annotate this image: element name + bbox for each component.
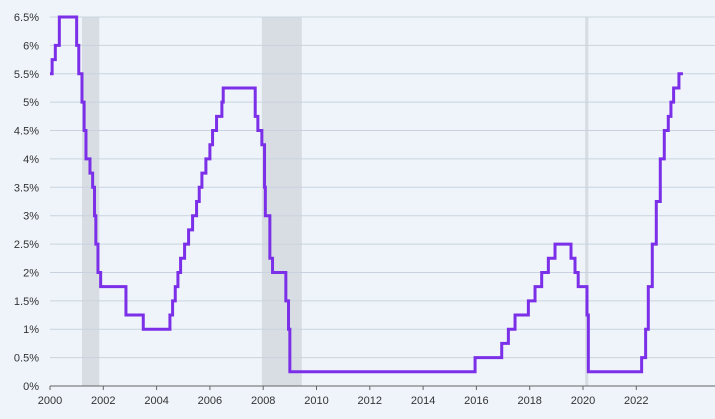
y-tick-label: 0% xyxy=(23,381,39,393)
x-tick-label: 2000 xyxy=(38,395,62,407)
y-tick-label: 4.5% xyxy=(14,126,39,138)
y-tick-label: 4% xyxy=(23,154,39,166)
recession-band xyxy=(81,17,100,386)
x-tick-label: 2012 xyxy=(358,395,382,407)
x-tick-label: 2004 xyxy=(144,395,168,407)
y-axis: 0% 0.5% 1% 1.5% 2% 2.5% 3% 3.5% 4% 4.5% 5% 5.5% 6% 6.… xyxy=(14,12,39,393)
recession-shading xyxy=(81,17,589,386)
y-tick-label: 5% xyxy=(23,97,39,109)
x-tick-label: 2014 xyxy=(411,395,435,407)
x-tick-label: 2022 xyxy=(624,395,648,407)
y-tick-label: 2% xyxy=(23,267,39,279)
y-tick-label: 6.5% xyxy=(14,12,39,24)
y-tick-label: 5.5% xyxy=(14,69,39,81)
x-axis: 2000 2002 2004 2006 2008 2010 2012 2014 2016 2018… xyxy=(38,386,649,407)
y-tick-label: 3% xyxy=(23,211,39,223)
y-tick-label: 0.5% xyxy=(14,353,39,365)
x-tick-label: 2002 xyxy=(91,395,115,407)
y-tick-label: 3.5% xyxy=(14,182,39,194)
y-tick-label: 1.5% xyxy=(14,296,39,308)
gridlines xyxy=(50,16,715,387)
y-tick-label: 2.5% xyxy=(14,239,39,251)
x-tick-label: 2018 xyxy=(517,395,541,407)
y-tick-label: 6% xyxy=(23,40,39,52)
x-tick-label: 2008 xyxy=(251,395,275,407)
recession-band xyxy=(261,17,302,386)
x-tick-label: 2006 xyxy=(198,395,222,407)
series-layer xyxy=(50,15,683,374)
x-tick-label: 2010 xyxy=(304,395,328,407)
series-line xyxy=(50,15,683,374)
recession-band xyxy=(585,17,589,386)
x-tick-label: 2016 xyxy=(464,395,488,407)
y-tick-label: 1% xyxy=(23,324,39,336)
x-tick-label: 2020 xyxy=(571,395,595,407)
